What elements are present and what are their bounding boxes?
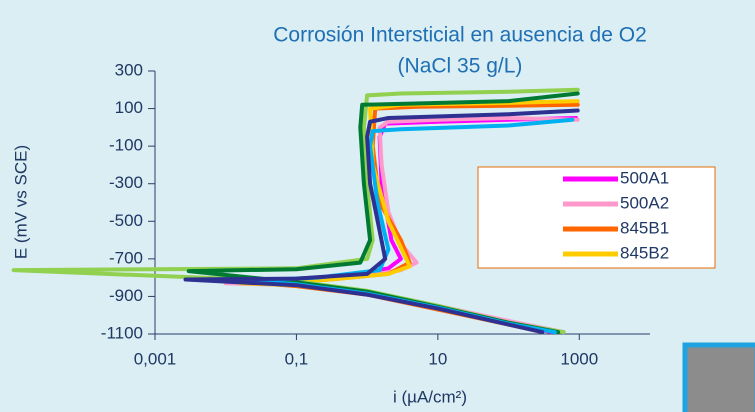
y-axis-label: E (mV vs SCE) bbox=[11, 145, 30, 259]
thumbnail bbox=[685, 345, 755, 412]
chart-title: Corrosión Intersticial en ausencia de O2 bbox=[273, 24, 647, 47]
y-tick-label: -1100 bbox=[101, 323, 143, 342]
x-tick-label: 1000 bbox=[560, 349, 598, 368]
legend-label: 845B2 bbox=[620, 243, 669, 262]
legend-label: 845B1 bbox=[620, 218, 669, 237]
x-tick-label: 10 bbox=[428, 349, 447, 368]
y-tick-label: -500 bbox=[109, 211, 143, 230]
x-tick-label: 0,001 bbox=[134, 349, 177, 368]
x-axis-label: i (µA/cm²) bbox=[393, 387, 467, 406]
y-tick-label: -700 bbox=[109, 248, 143, 267]
chart-subtitle: (NaCl 35 g/L) bbox=[398, 55, 523, 78]
legend-label: 500A1 bbox=[620, 168, 669, 187]
y-tick-label: 300 bbox=[115, 60, 143, 79]
y-tick-label: -100 bbox=[109, 136, 143, 155]
y-tick-label: -900 bbox=[109, 286, 143, 305]
chart: Corrosión Intersticial en ausencia de O2… bbox=[0, 0, 755, 412]
y-tick-label: 100 bbox=[115, 98, 143, 117]
x-tick-label: 0,1 bbox=[285, 349, 309, 368]
y-tick-label: -300 bbox=[109, 173, 143, 192]
legend-label: 500A2 bbox=[620, 193, 669, 212]
